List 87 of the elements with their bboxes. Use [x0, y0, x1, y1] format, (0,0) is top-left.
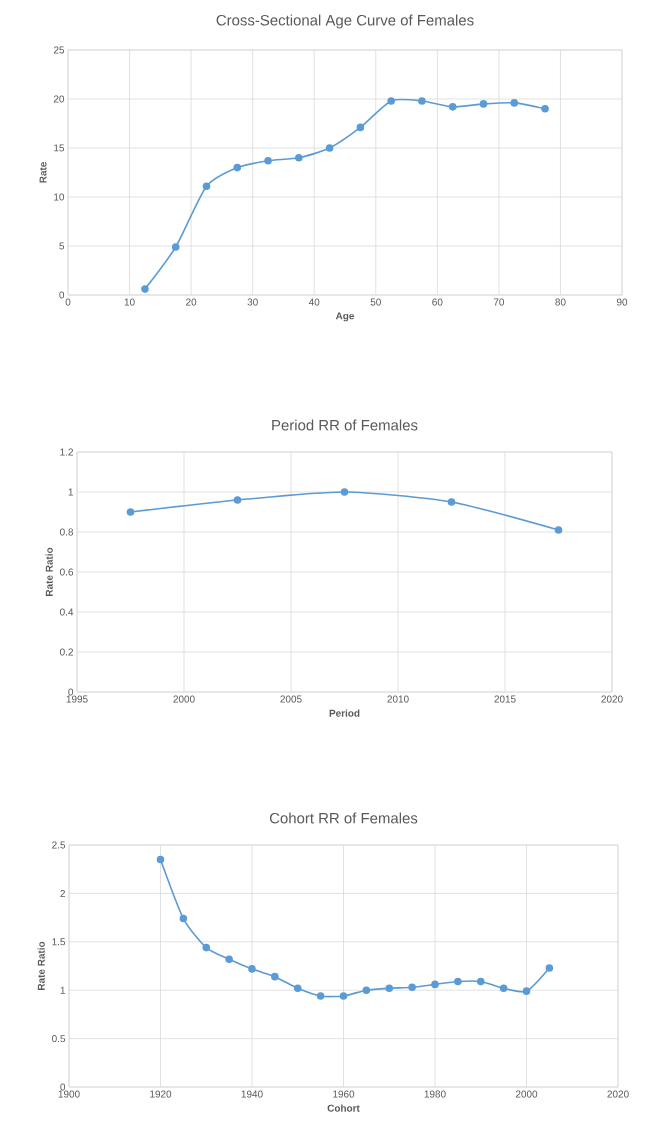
x-tick-label: 1960 — [333, 1090, 355, 1098]
x-tick-label: 2005 — [280, 695, 302, 703]
point — [522, 987, 531, 995]
y-tick-label: 0.2 — [60, 648, 73, 656]
y-tick-label: 0.4 — [60, 608, 74, 616]
x-tick-label: 1940 — [241, 1090, 263, 1098]
x-tick-label: 2010 — [387, 695, 409, 703]
point — [499, 984, 508, 993]
point — [225, 955, 233, 964]
point — [271, 972, 279, 981]
point — [431, 980, 439, 989]
x-tick-label: 80 — [555, 298, 566, 306]
y-tick-label: 0 — [68, 688, 74, 696]
point — [126, 508, 135, 516]
y-tick-label: 2 — [60, 889, 65, 897]
point — [541, 104, 549, 113]
point — [356, 123, 365, 132]
x-tick-label: 50 — [370, 298, 381, 306]
x-tick-label: 30 — [247, 298, 258, 306]
x-tick-label: 2020 — [601, 695, 623, 703]
y-tick-label: 10 — [54, 193, 65, 201]
point — [293, 984, 302, 993]
point — [202, 182, 211, 191]
point — [447, 498, 456, 506]
point — [545, 964, 554, 972]
x-axis-title: Age — [335, 312, 355, 322]
y-axis-title: Rate Ratio — [37, 941, 45, 990]
x-tick-label: 10 — [124, 298, 135, 306]
point — [387, 97, 395, 105]
x-tick-label: 2015 — [494, 695, 516, 703]
y-tick-label: 1.5 — [52, 938, 66, 946]
x-tick-label: 60 — [432, 298, 443, 306]
point — [316, 992, 325, 1000]
chart-title: Cross-Sectional Age Curve of Females — [216, 14, 474, 29]
point — [385, 984, 394, 993]
point — [202, 943, 211, 952]
y-tick-label: 1 — [60, 986, 65, 994]
x-axis-title: Cohort — [327, 1104, 360, 1112]
point — [418, 97, 426, 105]
point — [362, 986, 371, 994]
point — [340, 488, 349, 496]
point — [325, 144, 334, 152]
y-axis-title: Rate — [39, 162, 47, 183]
point — [141, 285, 149, 293]
chart-title: Period RR of Females — [272, 419, 418, 431]
y-tick-label: 15 — [54, 144, 65, 152]
point — [179, 914, 188, 923]
y-tick-label: 1.2 — [60, 448, 73, 456]
x-tick-label: 1900 — [58, 1090, 80, 1098]
y-tick-label: 25 — [53, 46, 65, 54]
x-tick-label: 40 — [308, 298, 320, 306]
y-tick-label: 0 — [59, 291, 65, 299]
y-axis-title: Rate Ratio — [45, 547, 53, 596]
x-tick-label: 1980 — [424, 1090, 446, 1098]
x-tick-label: 90 — [616, 298, 628, 306]
point — [510, 99, 519, 107]
point — [264, 156, 272, 165]
y-tick-label: 20 — [53, 95, 65, 103]
y-tick-label: 5 — [59, 242, 65, 250]
point — [448, 103, 457, 111]
point — [295, 153, 303, 162]
chart-title: Cohort RR of Females — [269, 812, 418, 824]
y-tick-label: 0.6 — [60, 568, 74, 576]
y-tick-label: 0.5 — [52, 1035, 66, 1043]
y-tick-label: 0.8 — [60, 528, 74, 536]
x-axis-title: Period — [329, 709, 360, 717]
x-tick-label: 70 — [493, 298, 505, 306]
point — [554, 526, 563, 534]
point — [248, 965, 256, 973]
x-tick-label: 2020 — [607, 1090, 629, 1098]
y-tick-label: 0 — [60, 1083, 66, 1091]
point — [233, 163, 242, 172]
point — [479, 100, 488, 108]
x-tick-label: 2000 — [515, 1090, 538, 1098]
x-tick-label: 1920 — [150, 1090, 172, 1098]
y-tick-label: 1 — [68, 488, 73, 496]
point — [171, 243, 180, 251]
point — [233, 496, 242, 504]
point — [408, 983, 416, 992]
x-tick-label: 20 — [186, 298, 197, 306]
point — [156, 855, 165, 864]
point — [454, 977, 462, 986]
point — [476, 977, 485, 986]
x-tick-label: 2000 — [173, 695, 195, 703]
point — [339, 992, 348, 1000]
y-tick-label: 2.5 — [52, 841, 66, 849]
x-tick-label: 1995 — [66, 695, 88, 703]
